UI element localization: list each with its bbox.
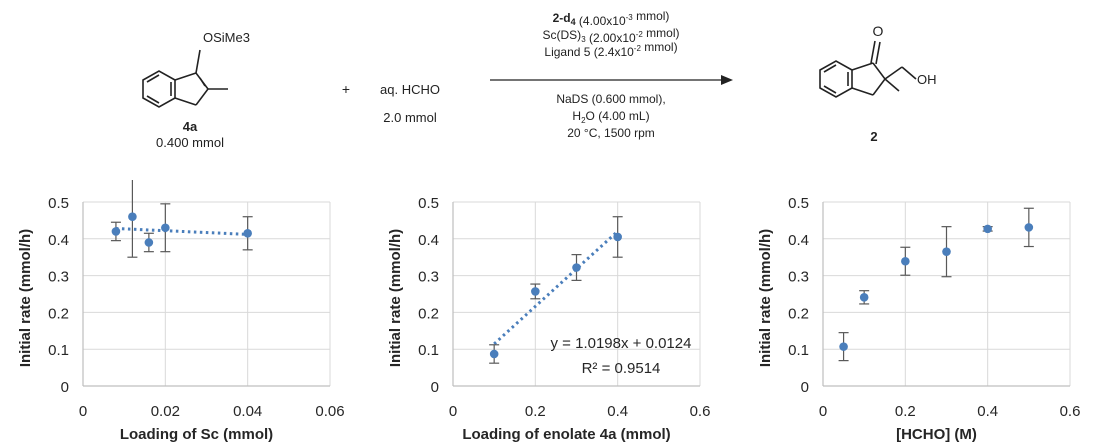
chart0-data-point (128, 212, 137, 222)
chart2-data-point (942, 247, 951, 256)
chart0-ytick-label: 0.1 (48, 342, 69, 359)
chart0-ytick-label: 0.4 (48, 232, 69, 249)
condition-below-2: 20 °C, 1500 rpm (567, 126, 655, 140)
product-hydroxyl: OH (917, 72, 937, 87)
chart1-ytick-label: 0.2 (418, 305, 439, 322)
conditions-above: 2-d4 (4.00x10-3 mmol)Sc(DS)3 (2.00x10-2 … (543, 9, 680, 59)
chart2-xtick-label: 0 (819, 403, 827, 420)
chart0-xtick-label: 0 (79, 403, 87, 420)
chart2-ytick-label: 0.3 (788, 269, 809, 286)
chart1-ytick-label: 0.1 (418, 342, 439, 359)
chart1-ytick-label: 0.3 (418, 269, 439, 286)
condition-above-0: 2-d4 (4.00x10-3 mmol) (553, 9, 670, 28)
chart-enolate-loading: 0 0.1 0.2 0.3 0.4 0.5 0 0.2 0.4 0.6 Loading of eno… (370, 180, 740, 444)
chart0-data-point (111, 227, 121, 236)
chart0-data-point (243, 228, 252, 238)
chart1-data-point (613, 232, 622, 242)
reaction-arrow (490, 75, 733, 85)
chart1-ytick-label: 0.4 (418, 232, 439, 249)
chart2-data-point (839, 342, 848, 351)
product-carbonyl-o: O (873, 23, 884, 39)
chart1-ytick-label: 0 (431, 379, 439, 396)
chart2-xtick-label: 0.6 (1060, 403, 1081, 420)
chart0-ytick-label: 0.3 (48, 269, 69, 286)
chart0-y-axis-title: Initial rate (mmol/h) (17, 229, 34, 367)
chart2-data-point (983, 224, 992, 234)
chart0-data-point (161, 223, 170, 233)
reactant-substituent: OSiMe3 (203, 30, 250, 45)
chart0-data-point (144, 238, 154, 247)
chart1-xtick-label: 0.4 (607, 403, 628, 420)
chart0-ytick-label: 0 (61, 379, 69, 396)
chart2-ytick-label: 0.2 (788, 305, 809, 322)
conditions-below: NaDS (0.600 mmol), H2O (4.00 mL)20 °C, 15… (556, 92, 665, 140)
chart1-data-point (531, 287, 540, 296)
chart1-y-axis-title: Initial rate (mmol/h) (387, 229, 404, 367)
reactant-4a-structure (142, 49, 228, 108)
chart1-x-axis-title: Loading of enolate 4a (mmol) (462, 426, 670, 443)
chart-hcho-concentration-svg: 0 0.1 0.2 0.3 0.4 0.5 0 0.2 0.4 0.6 [HCHO] (M) Init… (757, 195, 1081, 443)
chart1-ytick-label: 0.5 (418, 195, 439, 212)
chart0-xtick-label: 0.04 (233, 403, 262, 420)
reaction-scheme: OSiMe3 4a 0.400 mmol + aq. HCHO 2.0 mmol… (142, 9, 937, 150)
chart2-ytick-label: 0.4 (788, 232, 809, 249)
chart2-data-point (859, 293, 869, 302)
condition-below-0: NaDS (0.600 mmol), (556, 92, 665, 106)
chart2-data-point (901, 256, 910, 266)
plus-sign: + (342, 81, 350, 97)
chart2-x-axis-title: [HCHO] (M) (896, 426, 977, 443)
chart1-xtick-label: 0 (449, 403, 457, 420)
product-label: 2 (870, 129, 877, 144)
chart2-data-point (1024, 223, 1034, 232)
reagent-amount: 2.0 mmol (383, 110, 437, 125)
chart1-data-point (572, 263, 581, 272)
product-2-structure (819, 40, 917, 98)
chart1-equation: y = 1.0198x + 0.0124 (551, 335, 692, 352)
chart0-xtick-label: 0.06 (315, 403, 344, 420)
chart2-ytick-label: 0 (801, 379, 809, 396)
chart0-ytick-label: 0.2 (48, 305, 69, 322)
chart0-ytick-label: 0.5 (48, 195, 69, 212)
chart2-y-axis-title: Initial rate (mmol/h) (757, 229, 774, 367)
chart2-ytick-label: 0.1 (788, 342, 809, 359)
chart1-trendline (493, 230, 619, 346)
chart1-r-squared: R² = 0.9514 (582, 360, 661, 377)
chart2-ytick-label: 0.5 (788, 195, 809, 212)
chart-enolate-loading-svg: 0 0.1 0.2 0.3 0.4 0.5 0 0.2 0.4 0.6 Loading of eno… (387, 195, 711, 443)
reactant-label: 4a (183, 119, 198, 134)
chart-sc-loading: 0 0.1 0.2 0.3 0.4 0.5 0 0.02 0.04 0.06 Loading of … (0, 180, 370, 444)
condition-above-1: Sc(DS)3 (2.00x10-2 mmol) (543, 26, 680, 45)
condition-above-2: Ligand 5 (2.4x10-2 mmol) (544, 40, 677, 59)
condition-below-1: H2O (4.00 mL) (572, 109, 649, 125)
chart1-xtick-label: 0.6 (690, 403, 711, 420)
chart2-xtick-label: 0.4 (977, 403, 998, 420)
reactant-amount: 0.400 mmol (156, 135, 224, 150)
chart1-data-point (489, 349, 499, 359)
chart2-xtick-label: 0.2 (895, 403, 916, 420)
chart-sc-loading-svg: 0 0.1 0.2 0.3 0.4 0.5 0 0.02 0.04 0.06 Loading of … (17, 180, 345, 443)
chart0-x-axis-title: Loading of Sc (mmol) (120, 426, 273, 443)
chart-hcho-concentration: 0 0.1 0.2 0.3 0.4 0.5 0 0.2 0.4 0.6 [HCHO] (M) Init… (740, 180, 1110, 444)
chart0-trendline (115, 226, 248, 236)
reagent-name: aq. HCHO (380, 82, 440, 97)
chart0-xtick-label: 0.02 (151, 403, 180, 420)
chart1-xtick-label: 0.2 (525, 403, 546, 420)
